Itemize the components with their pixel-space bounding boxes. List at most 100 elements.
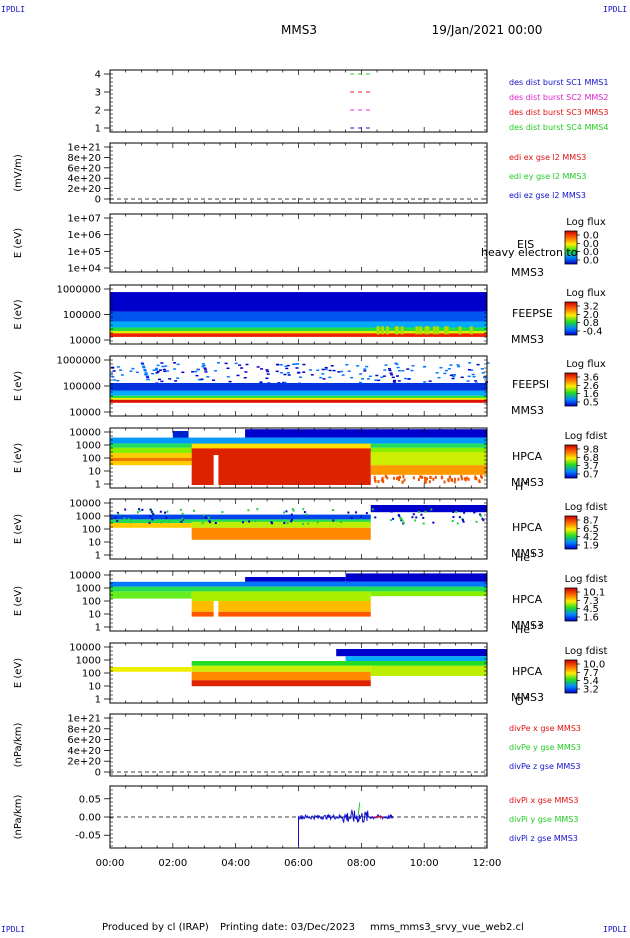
y-tick-label: 8e+20 (67, 153, 101, 164)
colorbar-tick-label: 9.8 (583, 445, 599, 456)
spectrogram-cell (295, 367, 299, 369)
spectrogram-cell (389, 372, 393, 374)
spectrogram-cell (110, 581, 487, 587)
spectrogram-cell (173, 362, 177, 364)
spectrogram-cell (193, 509, 196, 512)
spectrogram-cell (462, 520, 465, 523)
legend-entry: edi ey gse l2 MMS3 (509, 172, 587, 181)
y-tick-label: 1000 (76, 584, 101, 595)
spectrogram-cell (437, 376, 441, 379)
spectrogram-cell (145, 375, 149, 377)
spectrogram-cell (176, 363, 180, 366)
spacecraft-label: MMS3 (511, 333, 544, 346)
spectrogram-cell (392, 379, 396, 382)
spectrogram-cell (113, 379, 117, 381)
spectrogram-cell (373, 478, 376, 482)
spectrogram-cell (221, 511, 224, 514)
spectrogram-cell (381, 476, 384, 480)
y-axis-label: E (eV) (13, 658, 24, 688)
spectrogram-cell (131, 367, 135, 370)
spectrogram-cell (399, 517, 402, 520)
spectrogram-cell (161, 365, 165, 368)
spectrogram-cell (428, 480, 431, 484)
legend-entry: des dist burst SC1 MMS1 (509, 78, 608, 87)
spectrogram-cell (452, 375, 456, 378)
y-tick-label: 1 (95, 124, 101, 135)
spectrogram-cell (415, 516, 418, 519)
spectrogram-cell (197, 378, 201, 381)
spectrogram-cell (143, 370, 147, 372)
spectrogram-cell (377, 379, 381, 382)
spectrogram-cell (240, 367, 244, 369)
legend-entry: divPi x gse MMS3 (509, 796, 578, 805)
spectrogram-cell (479, 514, 482, 517)
spectrogram-cell (140, 362, 144, 364)
spectrogram-cell (181, 517, 184, 520)
spectrogram-cell (287, 374, 291, 376)
spectrogram-cell (403, 478, 406, 482)
spectrogram-cell (331, 509, 334, 512)
instrument-overlay-label: heavy electron to (481, 246, 578, 259)
spectrogram-cell (151, 518, 154, 521)
spectrogram-cell (141, 363, 145, 366)
spectrogram-cell (162, 368, 166, 371)
y-tick-label: 6e+20 (67, 163, 101, 174)
corner-label-top-left: IPDLI (1, 5, 25, 14)
spectrogram-cell (191, 443, 371, 449)
spectrogram-cell (392, 476, 395, 480)
spectrogram-cell (435, 372, 439, 374)
spectrogram-cell (160, 362, 164, 364)
spectrogram-cell (384, 474, 387, 478)
time-tick-label: 04:00 (221, 858, 250, 869)
spectrogram-cell (328, 369, 332, 372)
spectrogram-cell (283, 373, 287, 376)
spectrogram-cell (370, 465, 487, 475)
spectrogram-cell (195, 374, 199, 377)
spectrogram-cell (110, 373, 114, 375)
legend-entry: des dist burst SC2 MMS2 (509, 93, 608, 102)
y-tick-label: 2 (95, 106, 101, 117)
spectrogram-cell (347, 370, 351, 372)
spectrogram-cell (110, 311, 487, 322)
y-axis-label: (nPa/km) (13, 795, 24, 840)
spectrogram-cell (191, 671, 371, 681)
spectrogram-cell (396, 476, 399, 480)
spectrogram-cell (110, 398, 487, 400)
spectrogram-cell (380, 478, 383, 482)
spectrogram-cell (417, 478, 420, 482)
panel-hpca-o: 10000 1000 100 10 1 E (eV) Log fdist 10.07.75.4… (13, 642, 607, 708)
spectrogram-cell (363, 368, 367, 370)
colorbar-tick-label: 1.6 (583, 613, 599, 624)
spectrogram-cell (465, 476, 468, 480)
species-charge: + (530, 549, 537, 558)
y-axis-label: E (eV) (13, 443, 24, 473)
spectrogram-cell (141, 508, 144, 511)
spectrogram-cell (206, 376, 210, 378)
spectrogram-cell (151, 511, 154, 514)
time-tick-label: 06:00 (284, 858, 313, 869)
y-tick-label: 0.05 (79, 794, 101, 805)
spectrogram-cell (341, 374, 345, 376)
species-charge: + (524, 693, 531, 702)
spectrogram-cell (110, 514, 371, 520)
spectrogram-cell (177, 520, 180, 523)
spectrogram-cell (461, 517, 464, 520)
spectrogram-cell (191, 680, 371, 687)
spectrogram-cell (411, 516, 414, 519)
spectrogram-cell (110, 383, 487, 391)
colorbar-tick-label: 0.0 (583, 247, 599, 258)
spectrogram-cell (298, 376, 302, 378)
y-tick-label: 1e+04 (67, 264, 101, 275)
legend-entry: edi ez gse l2 MMS3 (509, 191, 586, 200)
spectrogram-cell (419, 326, 423, 335)
spectrogram-cell (419, 475, 422, 479)
spectrogram-cell (452, 516, 455, 519)
spectrogram-cell (476, 363, 480, 366)
colorbar (564, 372, 578, 407)
spectrogram-cell (116, 379, 120, 382)
panel-divpi: (nPa/km) divPi x gse MMS3 divPi y gse MMS3… (13, 785, 578, 849)
instrument-label: EIS (517, 238, 534, 251)
y-axis-label: E (eV) (13, 514, 24, 544)
spectrogram-cell (283, 521, 286, 524)
